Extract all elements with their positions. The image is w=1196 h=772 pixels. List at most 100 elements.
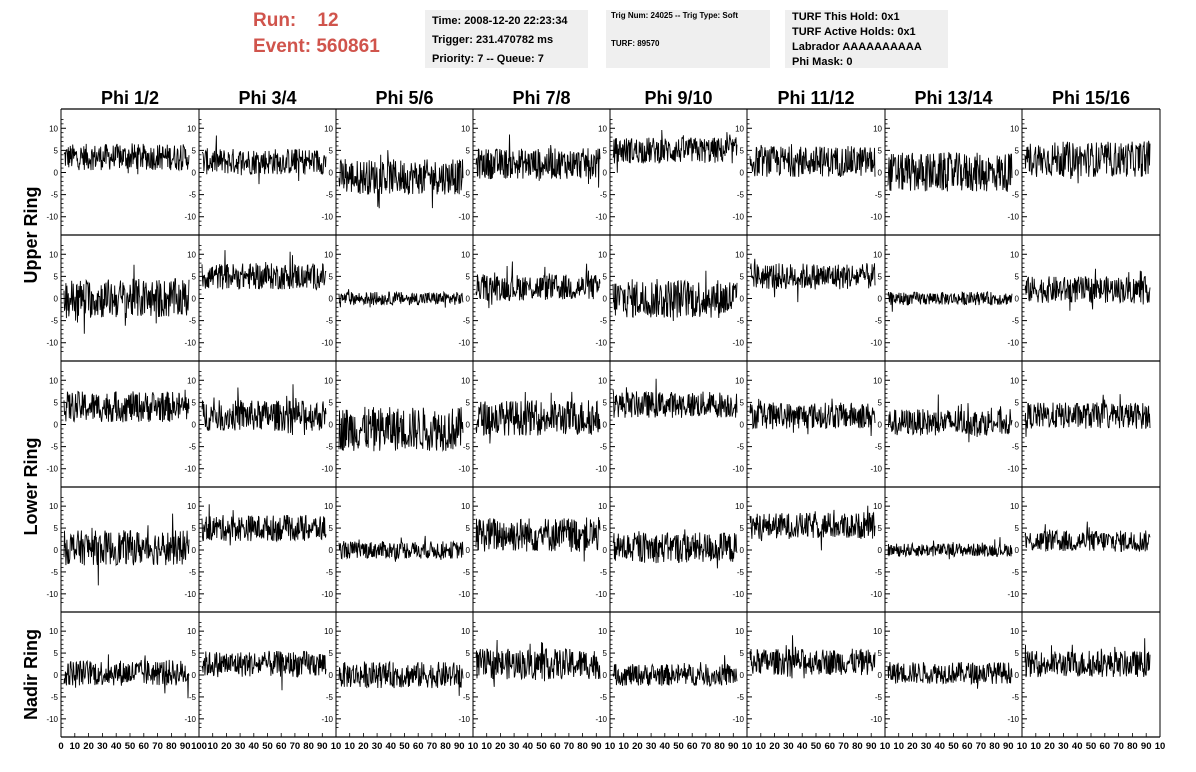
y-tick-label: -5 [51, 317, 59, 326]
run-value: 12 [317, 10, 339, 31]
y-tick-label: 10 [187, 502, 196, 511]
y-tick-label: 10 [187, 376, 196, 385]
x-tick-label: 40 [249, 741, 260, 752]
y-tick-label: 10 [598, 376, 607, 385]
y-tick-label: 5 [603, 146, 608, 155]
y-tick-label: 10 [49, 627, 58, 636]
x-tick-label: 30 [509, 741, 520, 752]
y-tick-label: 10 [324, 376, 333, 385]
y-tick-label: 0 [603, 295, 608, 304]
y-tick-label: 0 [329, 169, 334, 178]
y-tick-label: 5 [878, 398, 883, 407]
y-tick-label: -10 [458, 213, 470, 222]
x-tick-label: 30 [97, 741, 108, 752]
x-tick-label: 80 [303, 741, 314, 752]
y-tick-label: 0 [878, 169, 883, 178]
y-tick-label: 0 [878, 671, 883, 680]
x-tick-label: 20 [221, 741, 232, 752]
y-tick-label: 5 [1015, 398, 1020, 407]
column-title: Phi 11/12 [777, 88, 854, 108]
y-tick-label: -10 [1007, 213, 1019, 222]
x-tick-label: 90 [454, 741, 465, 752]
y-tick-label: -10 [321, 213, 333, 222]
column-title: Phi 1/2 [101, 88, 159, 108]
y-tick-label: -5 [51, 443, 59, 452]
waveform-trace [887, 394, 1013, 443]
y-tick-label: -5 [1012, 693, 1020, 702]
y-tick-label: 5 [603, 272, 608, 281]
y-tick-label: -10 [46, 213, 58, 222]
x-tick-label: 50 [399, 741, 410, 752]
y-tick-label: 5 [329, 649, 334, 658]
y-tick-label: 0 [192, 671, 197, 680]
y-tick-label: -5 [875, 191, 883, 200]
waveform-trace [1024, 638, 1151, 678]
y-tick-label: -5 [875, 568, 883, 577]
waveform-trace [201, 504, 327, 546]
waveform-trace [887, 151, 1013, 192]
y-tick-label: 5 [740, 272, 745, 281]
waveform-trace [749, 398, 876, 437]
x-tick-label: 10 [70, 741, 81, 752]
x-tick-label: 10 [893, 741, 904, 752]
run-row: Run: 12 [253, 8, 380, 34]
x-tick-label: 70 [976, 741, 987, 752]
y-tick-label: -5 [600, 443, 608, 452]
y-tick-label: 0 [54, 671, 59, 680]
x-tick-label: 50 [536, 741, 547, 752]
x-tick-label: 70 [838, 741, 849, 752]
y-tick-label: 10 [873, 627, 882, 636]
y-tick-label: -10 [184, 465, 196, 474]
waveform-trace [749, 635, 876, 679]
y-tick-label: 5 [192, 272, 197, 281]
event-row: Event: 560861 [253, 34, 380, 60]
waveform-trace [749, 258, 876, 303]
y-tick-label: -10 [321, 715, 333, 724]
x-tick-label: 10 [756, 741, 767, 752]
y-tick-label: -10 [184, 213, 196, 222]
y-tick-label: 10 [324, 250, 333, 259]
x-tick-label: 20 [358, 741, 369, 752]
y-tick-label: 10 [187, 124, 196, 133]
waveform-trace [887, 291, 1013, 312]
y-tick-label: 5 [878, 649, 883, 658]
ring-label: Upper Ring [21, 187, 41, 284]
x-tick-label: 90 [1003, 741, 1014, 752]
y-tick-label: -10 [870, 590, 882, 599]
y-tick-label: 10 [598, 124, 607, 133]
y-tick-label: -10 [321, 590, 333, 599]
y-tick-label: -10 [458, 465, 470, 474]
x-tick-label: 10 [207, 741, 218, 752]
waveform-trace [338, 150, 464, 209]
y-tick-label: 0 [878, 546, 883, 555]
column-title: Phi 9/10 [644, 88, 712, 108]
x-tick-label: 30 [783, 741, 794, 752]
y-tick-label: 5 [466, 524, 471, 533]
trigger-text: Trigger: 231.470782 ms [432, 34, 554, 46]
y-tick-label: -10 [184, 339, 196, 348]
x-tick-label: 60 [825, 741, 836, 752]
y-tick-label: -10 [46, 590, 58, 599]
y-tick-label: 0 [192, 169, 197, 178]
trig-info-box: Trig Num: 24025 -- Trig Type: Soft TURF:… [606, 10, 770, 68]
waveform-trace [201, 250, 327, 291]
y-tick-label: 0 [192, 295, 197, 304]
waveform-trace [475, 391, 601, 444]
y-tick-label: 5 [1015, 524, 1020, 533]
y-tick-label: 5 [54, 649, 59, 658]
x-tick-label: 40 [1072, 741, 1083, 752]
x-tick-label: 10 [344, 741, 355, 752]
x-tick-label: 10 [1155, 741, 1166, 752]
y-tick-label: 5 [466, 649, 471, 658]
y-tick-label: -10 [321, 339, 333, 348]
event-value: 560861 [316, 36, 380, 57]
x-tick-label: 70 [152, 741, 163, 752]
y-tick-label: 5 [54, 524, 59, 533]
y-tick-label: 10 [735, 502, 744, 511]
y-tick-label: 10 [735, 627, 744, 636]
y-tick-label: 0 [329, 671, 334, 680]
x-tick-label: 60 [550, 741, 561, 752]
y-tick-label: -5 [51, 568, 59, 577]
y-tick-label: -5 [326, 693, 334, 702]
